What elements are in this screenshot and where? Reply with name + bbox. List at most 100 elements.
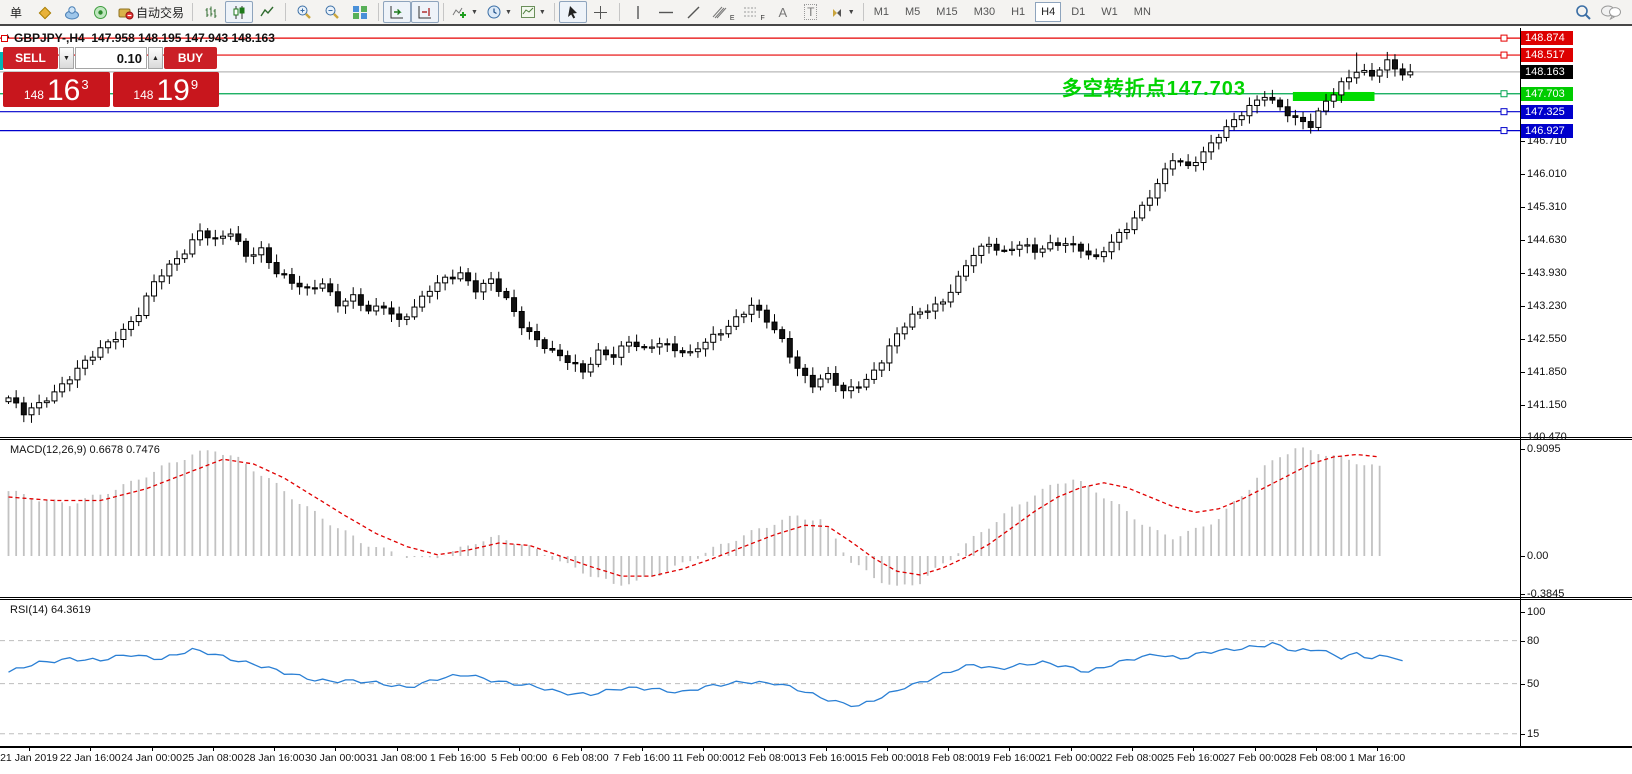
panel-separator[interactable]: [0, 597, 1632, 600]
autotrade-icon: [118, 8, 134, 19]
time-axis-label: 31 Jan 08:00: [366, 752, 428, 764]
crosshair-button[interactable]: [587, 1, 615, 23]
fibonacci-tool[interactable]: F: [739, 1, 769, 23]
tile-windows-icon: [353, 5, 368, 19]
trendline-tool[interactable]: [680, 1, 708, 23]
candles-group[interactable]: [5, 51, 1414, 423]
sell-price-display[interactable]: 148 16 3: [3, 72, 110, 107]
buy-price-display[interactable]: 148 19 9: [112, 72, 219, 107]
macd-indicator-chart[interactable]: [0, 441, 1520, 598]
arrows-tool[interactable]: ▼: [825, 1, 859, 23]
line-handle-icon[interactable]: [1500, 127, 1508, 135]
auto-scroll-button[interactable]: [383, 1, 412, 23]
timeframe-button-D1[interactable]: D1: [1071, 6, 1086, 18]
vertical-line-tool[interactable]: [624, 1, 652, 23]
line-chart-icon: [259, 6, 274, 16]
volume-decrease-button[interactable]: ▼: [59, 47, 74, 69]
time-axis-label: 22 Feb 08:00: [1101, 752, 1163, 764]
macd-label: MACD(12,26,9) 0.6678 0.7476: [10, 444, 160, 456]
autotrade-button[interactable]: 自动交易: [114, 1, 188, 23]
dropdown-caret-icon: ▼: [504, 8, 512, 16]
indicators-button[interactable]: ▼: [448, 1, 482, 23]
new-order-button[interactable]: 单: [2, 1, 30, 23]
gold-diamond-icon: [38, 6, 51, 19]
axis-tick: [1520, 174, 1525, 176]
price-axis-label: 141.850: [1527, 365, 1567, 378]
time-axis-tick: [1132, 746, 1134, 751]
templates-button[interactable]: ▼: [516, 1, 550, 23]
time-axis-tick: [151, 746, 153, 751]
bar-chart-button[interactable]: [197, 1, 225, 23]
tile-windows-button[interactable]: [346, 1, 374, 23]
time-axis-label: 30 Jan 00:00: [305, 752, 366, 764]
chat-icon[interactable]: [1600, 4, 1622, 20]
timeframe-button-W1[interactable]: W1: [1101, 6, 1118, 18]
horizontal-line-tool[interactable]: [652, 1, 680, 23]
sell-button[interactable]: SELL: [3, 47, 58, 69]
sell-price-big: 16: [46, 74, 81, 107]
timeframe-button-M5[interactable]: M5: [905, 6, 921, 18]
price-level-tag: 147.325: [1521, 104, 1573, 119]
volume-increase-button[interactable]: ▲: [148, 47, 163, 69]
signals-icon[interactable]: [86, 1, 114, 23]
rsi-line: [8, 641, 1403, 708]
text-tool[interactable]: A: [769, 1, 797, 23]
time-axis-label: 7 Feb 16:00: [613, 752, 670, 764]
channel-sub-label: E: [729, 15, 735, 22]
timeframe-button-MN[interactable]: MN: [1133, 6, 1151, 18]
candlestick-chart-button[interactable]: [225, 1, 254, 23]
time-axis-label: 18 Feb 08:00: [917, 752, 980, 764]
time-axis-tick: [396, 746, 398, 751]
text-label-tool[interactable]: T: [797, 1, 825, 23]
price-axis-label: 144.630: [1527, 233, 1567, 246]
timeframe-button-H1[interactable]: H1: [1011, 6, 1026, 18]
community-icon[interactable]: [58, 1, 86, 23]
toolbar-right: [1575, 4, 1630, 21]
price-level-tag: 148.874: [1521, 31, 1573, 46]
current-price-tag: 148.163: [1521, 64, 1573, 79]
axis-tick: [1520, 371, 1525, 373]
timeframe-group: M1 M5 M15 M30 H1 H4 D1 W1 MN: [868, 2, 1157, 22]
main-price-chart[interactable]: [0, 28, 1520, 438]
line-handle-icon[interactable]: [1500, 51, 1508, 59]
timeframe-button-M30[interactable]: M30: [973, 6, 996, 18]
timeframe-button-H4[interactable]: H4: [1035, 2, 1062, 22]
axis-tick: [1520, 306, 1525, 308]
zoom-out-button[interactable]: [318, 1, 346, 23]
line-handle-icon[interactable]: [1500, 90, 1508, 98]
text-tool-icon: A: [778, 4, 788, 20]
volume-input[interactable]: 0.10: [75, 47, 147, 69]
time-axis-tick: [1193, 746, 1195, 751]
channel-tool[interactable]: E: [708, 1, 739, 23]
buy-price-prefix: 148: [133, 88, 154, 102]
rsi-indicator-chart[interactable]: [0, 601, 1520, 746]
time-axis-tick: [90, 746, 92, 751]
search-icon[interactable]: [1575, 4, 1592, 21]
market-icon[interactable]: [30, 1, 58, 23]
time-axis-tick: [886, 746, 888, 751]
rsi-label: RSI(14) 64.3619: [10, 604, 91, 616]
axis-tick: [1520, 733, 1525, 735]
buy-button[interactable]: BUY: [164, 47, 217, 69]
line-handle-icon[interactable]: [1500, 108, 1508, 116]
axis-tick: [1520, 640, 1525, 642]
timeframe-button-M1[interactable]: M1: [873, 6, 889, 18]
periods-button[interactable]: ▼: [482, 1, 516, 23]
time-axis-label: 25 Jan 08:00: [182, 752, 244, 764]
panel-separator[interactable]: [0, 437, 1632, 440]
cursor-button[interactable]: [558, 1, 587, 23]
macd-axis-label: 0.00: [1527, 550, 1549, 562]
line-handle-icon[interactable]: [1500, 34, 1508, 42]
fibonacci-icon: [743, 7, 756, 16]
line-chart-button[interactable]: [253, 1, 281, 23]
zoom-in-button[interactable]: [290, 1, 318, 23]
price-level-tag: 147.703: [1521, 86, 1573, 101]
chart-shift-button[interactable]: [411, 1, 440, 23]
time-axis-label: 21 Feb 00:00: [1039, 752, 1102, 764]
time-axis-tick: [703, 746, 705, 751]
timeframe-button-M15[interactable]: M15: [936, 6, 958, 18]
line-handle-icon[interactable]: [1, 35, 8, 42]
time-axis-tick: [212, 746, 214, 751]
time-axis-label: 28 Jan 16:00: [243, 752, 305, 764]
macd-signal-line: [8, 453, 1380, 577]
